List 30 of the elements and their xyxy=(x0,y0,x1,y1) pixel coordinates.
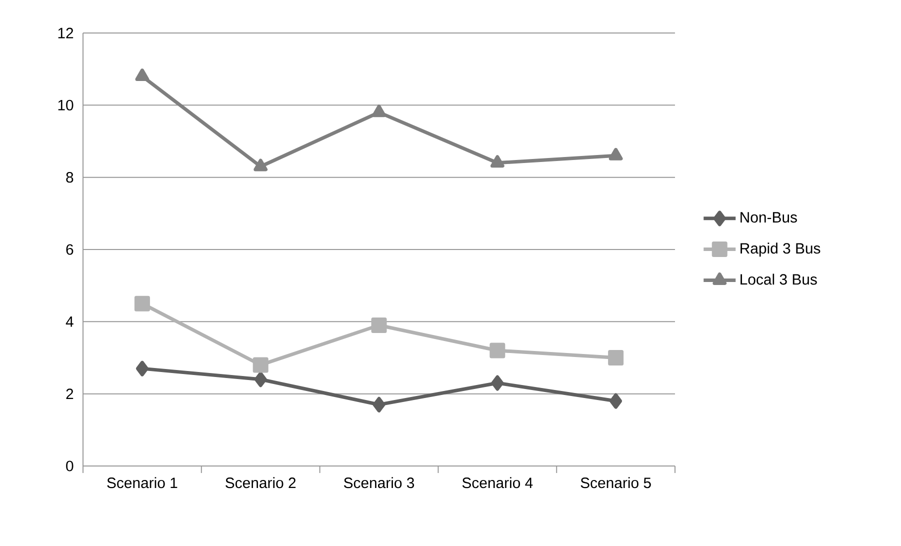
legend-label: Non-Bus xyxy=(740,212,797,223)
point xyxy=(610,393,622,409)
point xyxy=(134,296,150,312)
legend-label: Local 3 Bus xyxy=(740,274,817,285)
point xyxy=(608,350,624,366)
x-tick-label: Scenario 3 xyxy=(344,477,414,488)
y-tick-label: 0 xyxy=(66,460,74,472)
legend-label: Rapid 3 Bus xyxy=(740,242,820,257)
point xyxy=(490,342,506,358)
point xyxy=(135,68,150,82)
x-tick-label: Scenario 1 xyxy=(107,477,178,488)
point xyxy=(372,104,386,118)
point xyxy=(254,372,267,388)
point xyxy=(252,357,268,373)
point xyxy=(136,360,148,376)
point xyxy=(608,148,623,160)
x-tick-label: Scenario 2 xyxy=(226,477,296,488)
x-tick-label: Scenario 5 xyxy=(580,477,651,488)
y-tick-label: 4 xyxy=(66,316,74,327)
y-tick-label: 2 xyxy=(66,388,74,400)
point xyxy=(490,155,504,168)
x-tick-label: Scenario 4 xyxy=(462,477,533,488)
y-tick-label: 6 xyxy=(66,244,74,255)
y-tick-label: 10 xyxy=(58,100,74,110)
point xyxy=(491,375,504,391)
y-tick-label: 12 xyxy=(58,28,74,38)
point xyxy=(254,158,268,172)
y-tick-label: 8 xyxy=(66,172,74,183)
point xyxy=(372,396,386,412)
point xyxy=(371,318,387,334)
